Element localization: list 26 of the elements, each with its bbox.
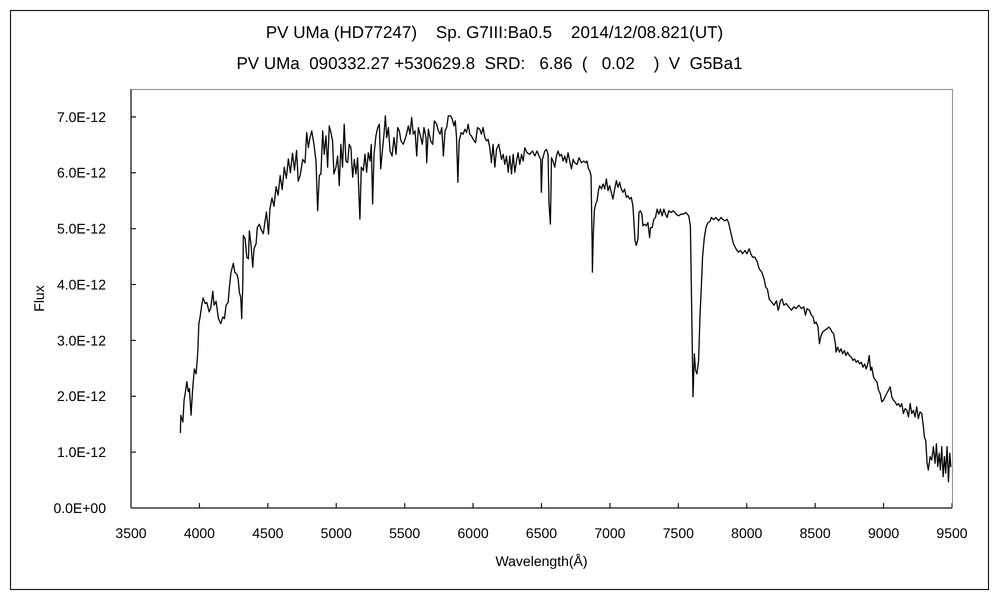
x-tick-label: 7000	[594, 525, 626, 541]
y-tick-label: 0.0E+00	[53, 500, 106, 516]
x-tick-label: 7500	[662, 525, 694, 541]
chart-subtitle: PV UMa 090332.27 +530629.8 SRD: 6.86 ( 0.02 ) V G5Ba1	[235, 54, 744, 74]
x-tick-label: 3500	[115, 525, 147, 541]
y-tick-label: 5.0E-12	[56, 220, 106, 237]
line-series	[180, 115, 952, 482]
y-tick-label: 1.0E-12	[56, 444, 106, 460]
y-tick-label: 4.0E-12	[56, 276, 106, 292]
x-tick-label: 9000	[868, 525, 900, 541]
x-tick-label: 4000	[184, 525, 216, 541]
x-tick-label: 5000	[320, 525, 352, 541]
chart-title: PV UMa (HD77247) Sp. G7III:Ba0.5 2014/12/08.821(UT)	[264, 23, 724, 43]
y-tick-label: 2.0E-12	[56, 388, 106, 404]
x-tick-label: 8500	[800, 525, 831, 541]
x-tick-label: 6500	[526, 525, 558, 541]
x-tick-label: 6000	[458, 525, 489, 541]
y-tick-label: 3.0E-12	[56, 332, 106, 348]
x-tick-label: 9500	[936, 525, 968, 541]
y-axis-title: Flux	[31, 285, 47, 312]
y-tick-label: 6.0E-12	[56, 164, 106, 181]
x-axis-title: Wavelength(Å)	[495, 553, 588, 569]
y-tick-label: 7.0E-12	[56, 108, 106, 125]
x-tick-label: 5500	[389, 525, 420, 541]
x-tick-label: 4500	[252, 525, 284, 541]
x-tick-label: 8000	[731, 525, 763, 541]
